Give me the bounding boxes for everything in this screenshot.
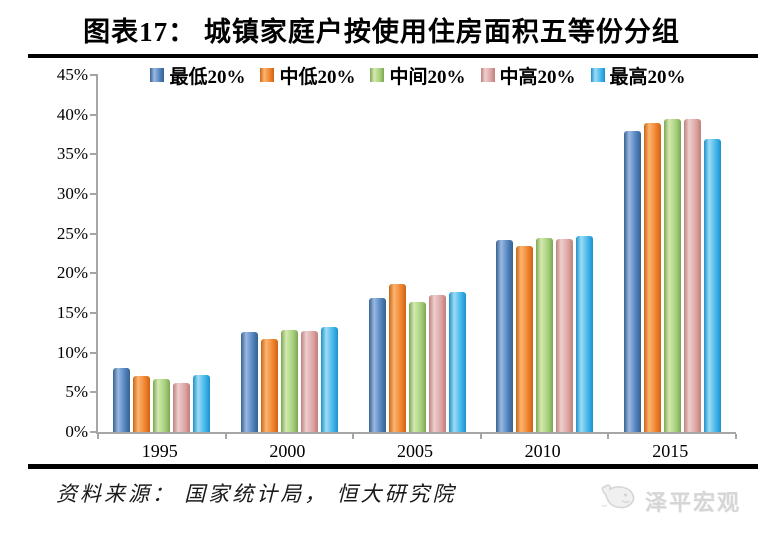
x-axis-tick [479,434,482,439]
legend-item: 中低20% [260,62,355,89]
bar-2005-中高20% [428,294,446,432]
x-axis-category-label: 2010 [524,441,561,461]
y-axis-tick-label: 35% [56,144,88,164]
bar-1995-最低20% [113,367,131,432]
legend-swatch [260,68,275,82]
footer-divider [28,464,758,469]
bar-2010-中高20% [556,239,574,432]
legend-label: 中低20% [279,66,356,88]
y-axis-tick-label: 0% [65,422,88,441]
x-axis-tick [607,434,610,439]
bar-2005-中间20% [408,301,426,432]
legend-label: 中高20% [499,66,576,88]
y-axis-tick [90,153,98,156]
x-axis-tick [224,434,227,439]
y-axis-tick [90,431,98,433]
legend-swatch [370,68,385,82]
bar-2000-最高20% [320,326,338,432]
y-axis-tick-label: 5% [65,382,88,402]
plot-area [90,74,737,439]
y-axis-tick-label: 45% [56,65,88,84]
bar-1995-中间20% [153,378,171,432]
bar-2010-中间20% [536,238,554,432]
legend-swatch [590,68,605,82]
y-axis-tick [90,312,98,314]
legend-swatch [150,68,165,82]
y-axis-labels: 0% 5% 10% 15% 20% 25% 30% 35% 40% 45% [0,66,88,441]
bar-2015-中间20% [663,119,681,432]
x-axis-tick [735,434,737,439]
bar-2015-最低20% [623,130,641,432]
bar-2005-最高20% [448,292,466,432]
y-axis-tick [90,193,98,195]
bar-2010-最低20% [496,240,514,432]
x-axis-category-label: 2000 [269,441,306,461]
y-axis-tick-label: 20% [56,263,88,283]
bar-1995-中高20% [173,382,191,432]
chart-legend: 最低20% 中低20% 中间20% 中高20% 最高20% [96,62,740,88]
brand-logo-text: 泽平宏观 [644,489,741,515]
bar-1995-中低20% [133,376,151,432]
bar-2015-最高20% [703,139,721,432]
y-axis-tick [90,391,98,394]
y-axis-tick-label: 30% [56,184,88,203]
x-axis-category-label: 2005 [397,441,433,461]
y-axis-tick-label: 25% [56,223,88,243]
y-axis-tick-label: 40% [56,104,88,124]
bar-2000-中低20% [260,339,278,432]
legend-item: 中高20% [480,62,576,89]
brand-logo: 泽平宏观 [599,483,741,518]
legend-label: 中间20% [389,66,466,88]
bar-2015-中低20% [643,123,661,432]
legend-swatch [480,68,495,82]
legend-item: 中间20% [370,62,466,89]
bar-2005-最低20% [368,297,386,432]
y-axis-tick [90,272,98,275]
x-axis-tick [352,434,355,439]
y-axis-tick-label: 15% [56,303,88,322]
legend-item: 最高20% [590,62,686,89]
whale-icon [599,483,639,518]
bar-2000-中高20% [300,331,318,432]
bar-2000-中间20% [280,330,298,432]
bar-1995-最高20% [193,374,211,432]
y-axis-tick [90,113,98,116]
bar-2005-中低20% [388,283,406,432]
chart-title: 图表17： 城镇家庭户按使用住房面积五等份分组 [83,17,680,47]
y-axis-tick [90,232,98,235]
y-axis-tick [90,351,98,354]
x-axis-category-label: 1995 [141,441,178,461]
legend-label: 最低20% [169,66,246,88]
y-axis-tick-label: 10% [56,342,88,362]
source-note: 资料来源： 国家统计局， 恒大研究院 [56,482,457,506]
y-axis-tick [90,74,98,76]
bar-2000-最低20% [240,332,258,432]
legend-item: 最低20% [150,62,245,89]
bar-2010-中低20% [516,246,534,432]
x-axis-tick [97,434,99,439]
bar-2010-最高20% [576,236,594,432]
x-axis-category-label: 2015 [652,441,689,461]
legend-label: 最高20% [609,66,686,88]
bar-2015-中高20% [683,119,701,432]
x-axis-labels: 1995 2000 2005 2010 2015 [96,441,736,463]
title-divider [28,54,758,58]
